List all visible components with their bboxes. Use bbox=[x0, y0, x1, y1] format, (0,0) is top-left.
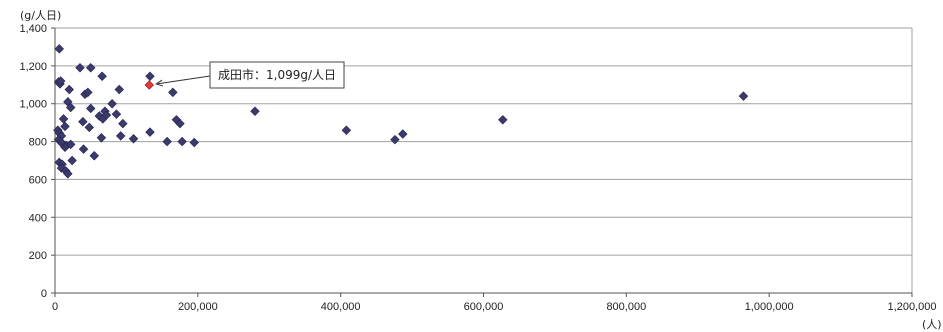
data-point bbox=[177, 136, 187, 147]
data-point bbox=[145, 71, 155, 81]
data-point bbox=[107, 98, 117, 109]
data-point bbox=[115, 131, 126, 141]
y-tick-label: 800 bbox=[29, 137, 47, 149]
x-tick-label: 600,000 bbox=[464, 301, 504, 313]
data-point bbox=[84, 122, 95, 133]
data-point bbox=[63, 169, 73, 179]
data-point bbox=[168, 87, 178, 98]
x-tick-label: 0 bbox=[52, 301, 58, 313]
data-point bbox=[738, 91, 749, 101]
data-point bbox=[162, 136, 172, 147]
x-tick-label: 200,000 bbox=[178, 301, 218, 313]
annotation: 成田市：1,099g/人日 bbox=[155, 61, 345, 89]
x-axis-unit-label: (人) bbox=[922, 318, 942, 331]
y-tick-label: 600 bbox=[29, 174, 47, 186]
data-point bbox=[85, 103, 96, 114]
data-point bbox=[83, 87, 93, 98]
data-point bbox=[75, 63, 85, 73]
data-point bbox=[114, 84, 124, 95]
axes bbox=[51, 27, 913, 297]
x-tick-label: 1,000,000 bbox=[745, 301, 794, 313]
annotation-arrowhead bbox=[155, 79, 164, 87]
data-point bbox=[85, 63, 96, 73]
data-point bbox=[55, 76, 66, 86]
annotation-box bbox=[209, 61, 345, 89]
x-tick-label: 1,200,000 bbox=[888, 301, 937, 313]
x-tick-labels: 0 200,000 400,000 600,000 800,000 1,000,000 1,… bbox=[52, 301, 937, 313]
data-point bbox=[250, 106, 260, 117]
data-point bbox=[64, 84, 75, 95]
data-point bbox=[341, 125, 352, 135]
data-point bbox=[498, 115, 508, 125]
data-point bbox=[97, 71, 107, 81]
y-tick-label: 1,000 bbox=[19, 99, 47, 111]
data-point bbox=[54, 44, 65, 54]
y-tick-labels: 0 200 400 600 800 1,000 1,200 1,400 bbox=[19, 23, 47, 300]
gridlines bbox=[55, 27, 913, 293]
data-point bbox=[89, 151, 100, 161]
data-point bbox=[78, 144, 89, 154]
y-axis-unit-label: (g/人日) bbox=[20, 9, 61, 22]
y-tick-label: 200 bbox=[29, 250, 47, 262]
data-point bbox=[58, 114, 69, 124]
data-point bbox=[175, 118, 185, 129]
data-point bbox=[118, 118, 128, 129]
annotation-arrow bbox=[156, 75, 211, 85]
data-point bbox=[111, 109, 122, 119]
y-tick-label: 400 bbox=[29, 212, 47, 224]
data-point bbox=[67, 155, 77, 166]
y-tick-label: 0 bbox=[41, 288, 47, 300]
data-point bbox=[398, 129, 408, 139]
data-point bbox=[60, 121, 70, 132]
data-point bbox=[65, 102, 76, 113]
data-point bbox=[128, 134, 139, 144]
x-tick-label: 400,000 bbox=[321, 301, 361, 313]
data-point bbox=[101, 110, 112, 120]
data-point bbox=[78, 116, 88, 127]
data-point bbox=[189, 137, 199, 148]
x-tick-label: 800,000 bbox=[606, 301, 646, 313]
annotation-label: 成田市：1,099g/人日 bbox=[218, 67, 336, 82]
y-tick-label: 1,400 bbox=[19, 23, 47, 35]
highlight-point bbox=[144, 80, 154, 90]
data-point bbox=[96, 133, 107, 143]
data-point bbox=[145, 127, 155, 137]
data-point bbox=[390, 134, 400, 145]
data-points bbox=[53, 44, 749, 179]
y-tick-label: 1,200 bbox=[19, 61, 47, 73]
data-point bbox=[65, 139, 76, 150]
